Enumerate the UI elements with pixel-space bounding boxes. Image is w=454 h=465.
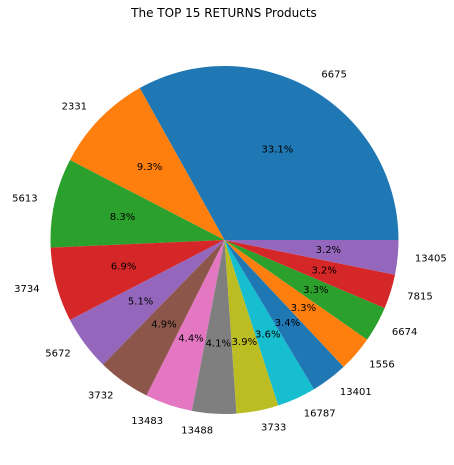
- pie-slice-6675: [139, 66, 399, 240]
- category-label-6674: 6674: [392, 327, 417, 338]
- percent-label-3734: 6.9%: [111, 261, 136, 272]
- pie-slice-7815: [224, 240, 395, 309]
- category-label-5613: 5613: [12, 193, 37, 204]
- pie-slice-13405: [224, 240, 399, 275]
- percent-label-6675: 33.1%: [261, 144, 293, 155]
- percent-label-13483: 4.4%: [178, 333, 203, 344]
- category-label-13401: 13401: [340, 387, 372, 398]
- percent-label-16787: 3.6%: [255, 330, 280, 341]
- percent-label-1556: 3.3%: [291, 303, 316, 314]
- chart-title: The TOP 15 RETURNS Products: [130, 6, 317, 20]
- pie-slice-13483: [146, 240, 225, 411]
- pie-slices: [50, 66, 399, 414]
- percent-label-13401: 3.4%: [275, 318, 300, 329]
- category-label-5672: 5672: [45, 348, 70, 359]
- category-label-3733: 3733: [261, 422, 286, 433]
- category-label-1556: 1556: [369, 360, 394, 371]
- pie-slice-3734: [50, 240, 225, 320]
- pie-slice-3733: [224, 240, 279, 414]
- pie-slice-3732: [103, 240, 225, 396]
- percent-label-13405: 3.2%: [316, 245, 341, 256]
- category-label-3732: 3732: [88, 390, 113, 401]
- category-label-2331: 2331: [62, 101, 87, 112]
- category-label-13488: 13488: [181, 426, 213, 437]
- pie-slice-6674: [224, 240, 385, 340]
- percent-label-13488: 4.1%: [206, 339, 231, 350]
- pie-slice-5613: [50, 160, 225, 248]
- category-label-6675: 6675: [321, 69, 346, 80]
- category-label-3734: 3734: [14, 284, 39, 295]
- category-label-13483: 13483: [131, 416, 163, 427]
- pie-slice-5672: [69, 240, 225, 365]
- percent-label-7815: 3.2%: [311, 266, 336, 277]
- category-label-16787: 16787: [304, 409, 336, 420]
- pie-slice-1556: [224, 240, 368, 367]
- category-label-13405: 13405: [415, 254, 447, 265]
- pie-slice-13401: [224, 240, 344, 390]
- percent-label-2331: 9.3%: [137, 162, 162, 173]
- pie-slice-2331: [69, 88, 225, 240]
- percent-label-3732: 4.9%: [151, 320, 176, 331]
- pie-slice-16787: [224, 240, 315, 406]
- category-label-7815: 7815: [407, 291, 432, 302]
- percent-label-5672: 5.1%: [128, 297, 153, 308]
- category-labels: 6675 2331 5613 3734 5672 3732 13483 13488 3733 16…: [12, 69, 447, 436]
- percent-label-5613: 8.3%: [110, 212, 135, 223]
- percent-label-6674: 3.3%: [303, 285, 328, 296]
- percent-labels: 33.1% 9.3% 8.3% 6.9% 5.1% 4.9%4.4% 4.1% 3.9%3.6…: [110, 144, 341, 349]
- percent-label-3733: 3.9%: [232, 337, 257, 348]
- pie-slice-13488: [191, 240, 237, 414]
